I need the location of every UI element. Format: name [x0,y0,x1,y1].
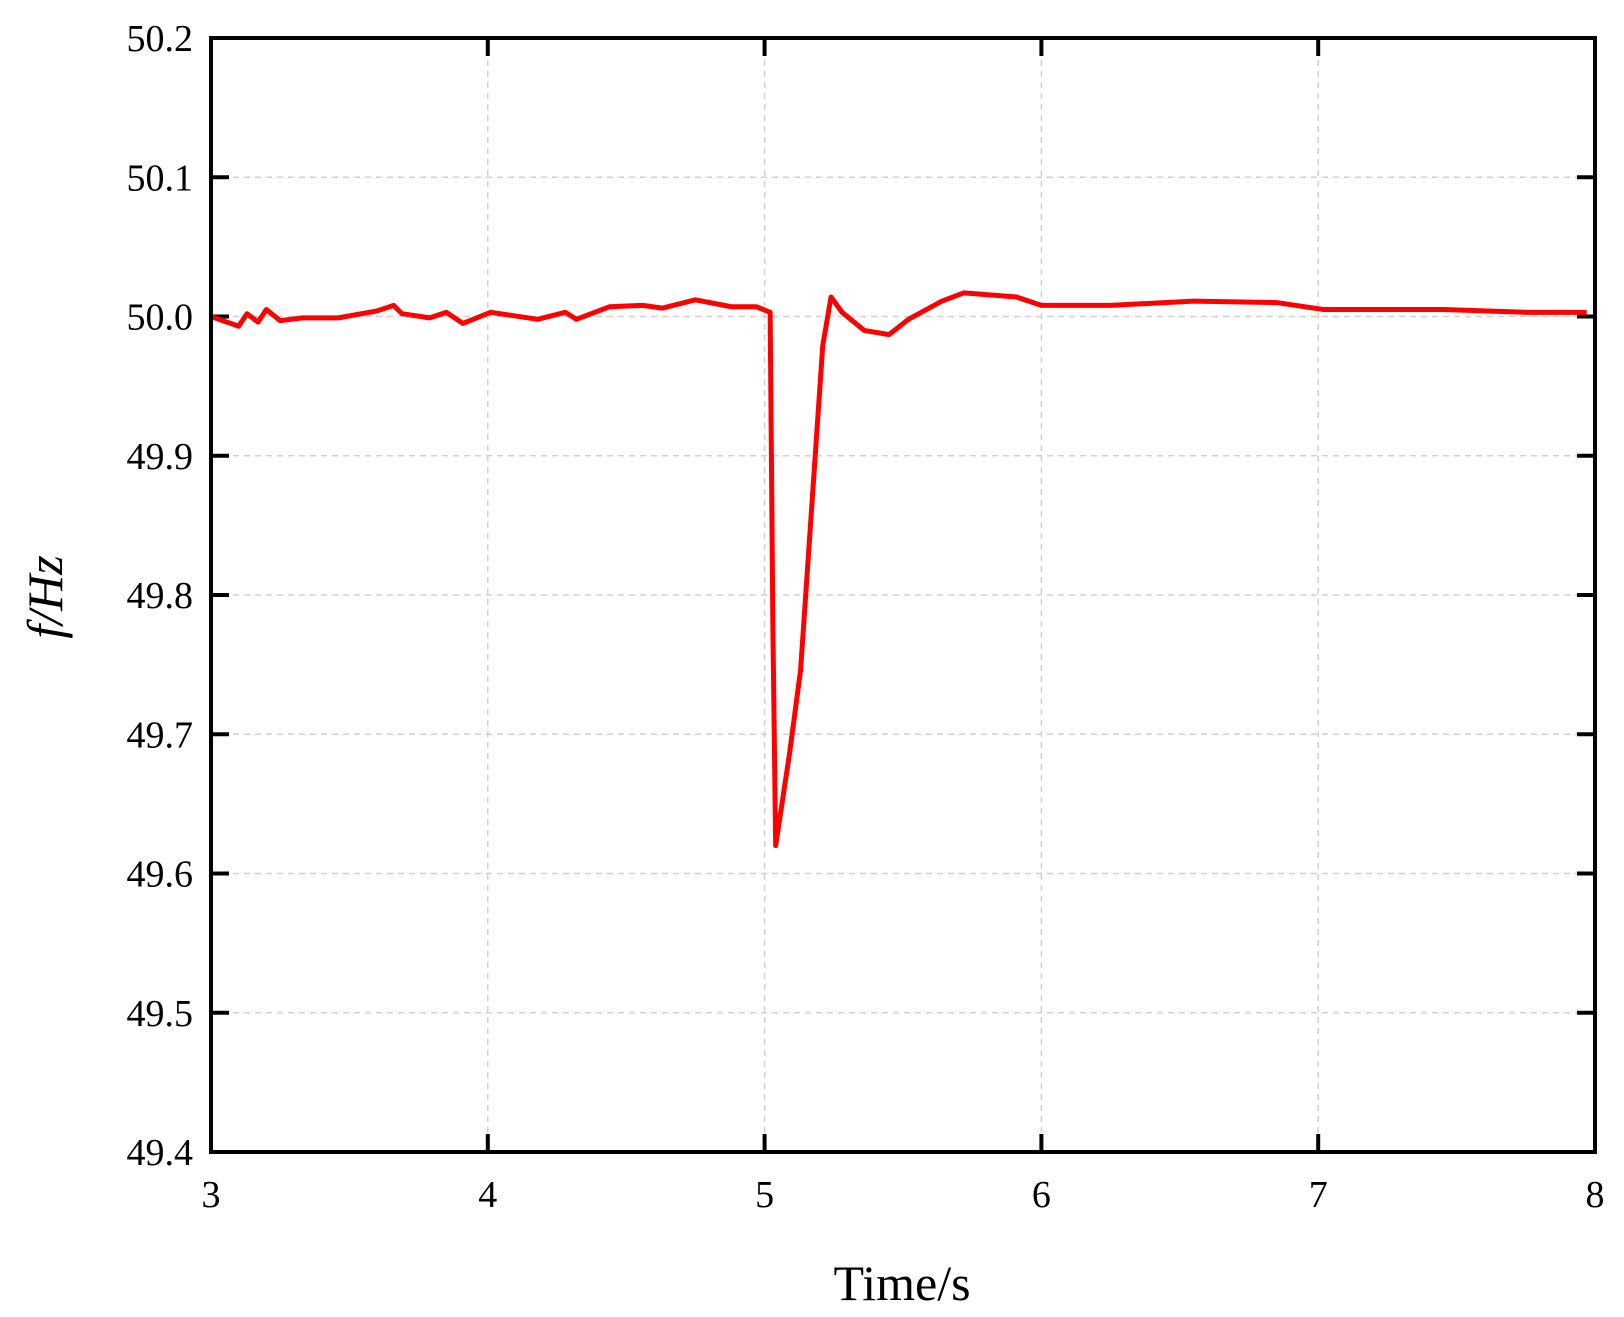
y-tick-label: 50.0 [127,297,194,339]
x-tick-label: 3 [202,1174,221,1216]
y-tick-label: 50.1 [127,157,194,199]
y-tick-label: 49.7 [127,714,194,756]
x-tick-label: 5 [755,1174,774,1216]
x-tick-label: 8 [1586,1174,1605,1216]
x-tick-label: 4 [478,1174,497,1216]
x-axis-label: Time/s [833,1255,970,1311]
x-tick-label: 7 [1309,1174,1328,1216]
y-tick-label: 49.4 [127,1132,194,1174]
y-tick-label: 50.2 [127,18,194,60]
y-tick-label: 49.8 [127,575,194,617]
y-tick-label: 49.9 [127,436,194,478]
y-tick-label: 49.5 [127,993,194,1035]
x-tick-label: 6 [1032,1174,1051,1216]
plot-frame [209,36,1597,1154]
y-tick-label: 49.6 [127,854,194,896]
y-axis-label: f/Hz [17,555,73,638]
line-series [210,290,1587,849]
